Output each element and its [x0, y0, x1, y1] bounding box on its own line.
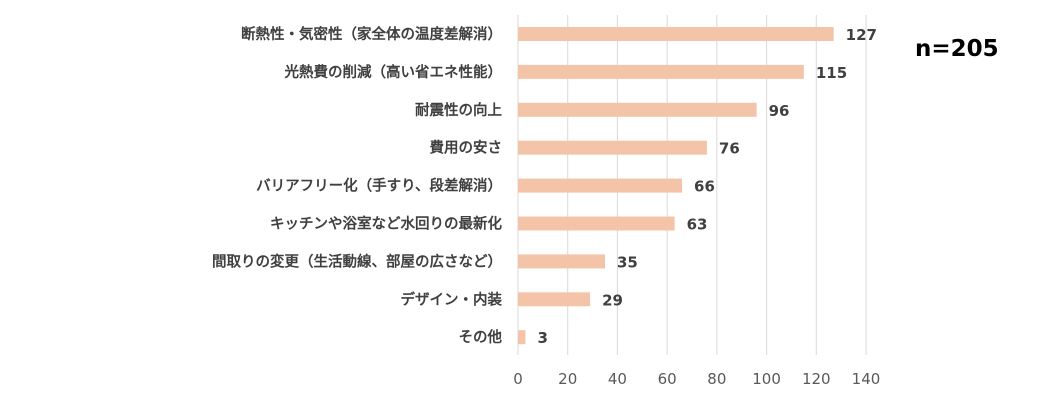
x-axis-tick-labels: 0 20 40 60 80 100 120 140 [513, 370, 880, 388]
bar [518, 64, 804, 79]
data-label: 63 [687, 216, 708, 234]
x-tick-label: 120 [802, 370, 831, 388]
category-label: バリアフリー化（手すり、段差解消） [256, 177, 502, 195]
data-label: 3 [537, 329, 547, 347]
bar [518, 178, 683, 193]
data-label: 29 [602, 291, 623, 309]
x-tick-label: 80 [707, 370, 726, 388]
data-label: 115 [816, 64, 847, 82]
category-label: デザイン・内装 [401, 290, 503, 308]
category-label: 耐震性の向上 [415, 101, 502, 119]
sample-size-annotation: n=205 [915, 36, 999, 62]
x-tick-label: 140 [852, 370, 881, 388]
data-label: 76 [719, 140, 740, 158]
bar [518, 102, 757, 117]
bar [518, 216, 675, 231]
bar [518, 140, 707, 155]
data-label: 66 [694, 178, 715, 196]
category-label: 断熱性・気密性（家全体の温度差解消） [241, 25, 502, 43]
data-label: 127 [846, 26, 877, 44]
bar [518, 27, 834, 41]
value-labels: 127 115 96 76 66 63 35 29 3 [537, 26, 877, 347]
bars [518, 27, 834, 345]
data-label: 96 [769, 102, 790, 120]
category-label: 間取りの変更（生活動線、部屋の広さなど） [212, 252, 502, 270]
x-tick-label: 60 [658, 370, 677, 388]
bar [518, 254, 605, 269]
category-label: キッチンや浴室など水回りの最新化 [270, 215, 502, 233]
x-tick-label: 100 [752, 370, 781, 388]
category-label: 費用の安さ [430, 139, 503, 157]
x-tick-label: 20 [558, 370, 577, 388]
category-label: その他 [459, 328, 503, 346]
bar [518, 292, 591, 307]
bar [518, 330, 526, 345]
category-labels: 断熱性・気密性（家全体の温度差解消） 光熱費の削減（高い省エネ性能） 耐震性の向上費… [212, 25, 502, 346]
category-label: 光熱費の削減（高い省エネ性能） [284, 63, 503, 81]
x-tick-label: 40 [608, 370, 627, 388]
data-label: 35 [617, 253, 638, 271]
x-tick-label: 0 [513, 370, 523, 388]
